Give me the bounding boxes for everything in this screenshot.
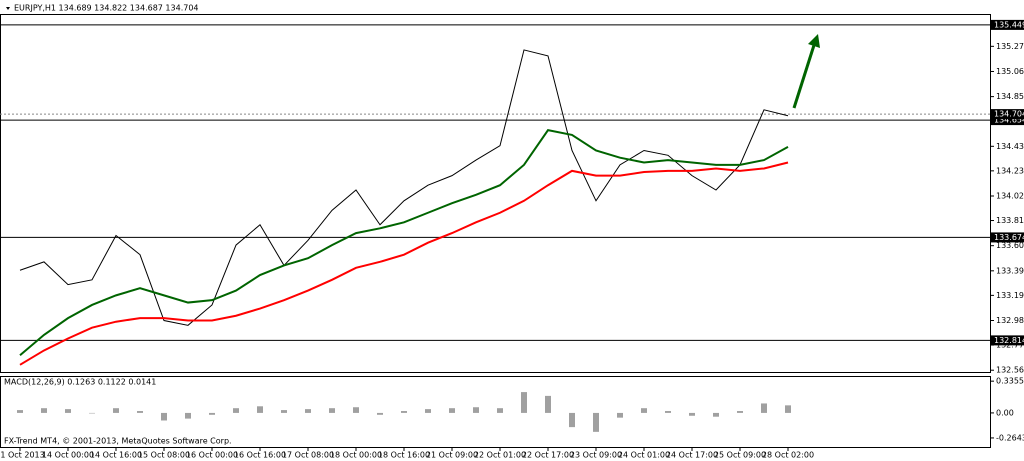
level-box [991, 115, 1024, 126]
histogram-bar [785, 405, 791, 413]
histogram-bar [377, 412, 383, 415]
menu-icon [6, 7, 10, 10]
chart-title: EURJPY,H1 134.689 134.822 134.687 134.70… [14, 4, 199, 13]
histogram-bar [137, 411, 143, 413]
x-tick-label: 28 Oct 02:00 [762, 451, 814, 460]
histogram-bar [329, 408, 335, 413]
x-tick-label: 16 Oct 00:00 [186, 451, 238, 460]
x-tick-label: 16 Oct 16:00 [234, 451, 286, 460]
price-line [19, 49, 789, 326]
histogram-bar [737, 411, 743, 413]
y-tick-label: 134.435 [996, 142, 1024, 151]
level-box [991, 335, 1024, 346]
y-tick-label: 133.190 [996, 291, 1024, 300]
y-tick-label: 132.980 [996, 316, 1024, 325]
histogram-bar [281, 410, 287, 413]
main-panel [0, 14, 991, 373]
price-box [991, 109, 1024, 120]
y-tick-label: 134.230 [996, 166, 1024, 175]
x-tick-label: 14 Oct 00:00 [42, 451, 94, 460]
x-tick-label: 24 Oct 01:00 [618, 451, 670, 460]
histogram-bar [713, 412, 719, 417]
trend-arrow [792, 34, 820, 109]
price-line [19, 129, 789, 357]
histogram-bar [65, 409, 71, 413]
x-tick-label: 25 Oct 09:00 [714, 451, 766, 460]
x-tick-label: 21 Oct 09:00 [426, 451, 478, 460]
histogram-bar [353, 407, 359, 413]
histogram-bar [593, 412, 599, 432]
histogram-bar [545, 395, 551, 413]
x-tick-label: 15 Oct 08:00 [138, 451, 190, 460]
y-tick-label: 133.395 [996, 266, 1024, 275]
y-tick-label: 132.565 [996, 366, 1024, 375]
level-label: 133.674 [994, 233, 1024, 242]
price-line [19, 161, 789, 366]
x-tick-label: 18 Oct 00:00 [330, 451, 382, 460]
histogram-bar [425, 409, 431, 413]
y-tick-label: 133.815 [996, 216, 1024, 225]
histogram-bar [17, 410, 23, 413]
histogram-bar [401, 411, 407, 413]
histogram-bar [521, 392, 527, 413]
y-tick-label: 135.270 [996, 42, 1024, 51]
arrow-head [808, 34, 820, 48]
histogram-bar [761, 403, 767, 413]
level-label: 132.814 [994, 336, 1024, 345]
histogram-bar [185, 412, 191, 419]
histogram-bar [569, 412, 575, 428]
macd-title: MACD(12,26,9) 0.1263 0.1122 0.0141 [4, 378, 156, 387]
histogram-bar [161, 412, 167, 421]
histogram-bar [473, 407, 479, 413]
histogram-bar [689, 412, 695, 416]
y-tick-label: 0.00 [996, 408, 1014, 417]
level-label: 134.654 [994, 116, 1024, 125]
y-tick-label: 0.3355 [996, 377, 1024, 386]
histogram-bar [449, 408, 455, 413]
histogram-bar [41, 408, 47, 413]
y-tick-label: 135.060 [996, 67, 1024, 76]
level-label: 135.449 [994, 20, 1024, 29]
y-tick-label: 133.605 [996, 241, 1024, 250]
histogram-bar [617, 412, 623, 418]
histogram-bar [89, 412, 95, 414]
histogram-bar [257, 406, 263, 413]
histogram-bar [233, 408, 239, 413]
y-tick-label: 134.850 [996, 92, 1024, 101]
histogram-bar [665, 411, 671, 413]
arrow-shaft [792, 41, 817, 109]
x-tick-label: 22 Oct 17:00 [522, 451, 574, 460]
histogram-bar [641, 408, 647, 413]
level-box [991, 19, 1024, 30]
x-tick-label: 22 Oct 01:00 [474, 451, 526, 460]
y-tick-label: 134.020 [996, 191, 1024, 200]
x-tick-label: 11 Oct 2013 [0, 451, 45, 460]
histogram-bar [209, 412, 215, 415]
x-tick-label: 14 Oct 16:00 [90, 451, 142, 460]
copyright: FX-Trend MT4, © 2001-2013, MetaQuotes So… [4, 437, 232, 446]
x-tick-label: 24 Oct 17:00 [666, 451, 718, 460]
histogram-bar [305, 409, 311, 413]
y-tick-label: -0.2643 [996, 433, 1024, 442]
x-tick-label: 18 Oct 16:00 [378, 451, 430, 460]
macd-panel [0, 376, 991, 448]
level-box [991, 232, 1024, 243]
x-tick-label: 17 Oct 08:00 [282, 451, 334, 460]
x-tick-label: 23 Oct 09:00 [570, 451, 622, 460]
price-label: 134.704 [994, 110, 1024, 119]
histogram-bar [113, 408, 119, 413]
histogram-bar [497, 408, 503, 413]
